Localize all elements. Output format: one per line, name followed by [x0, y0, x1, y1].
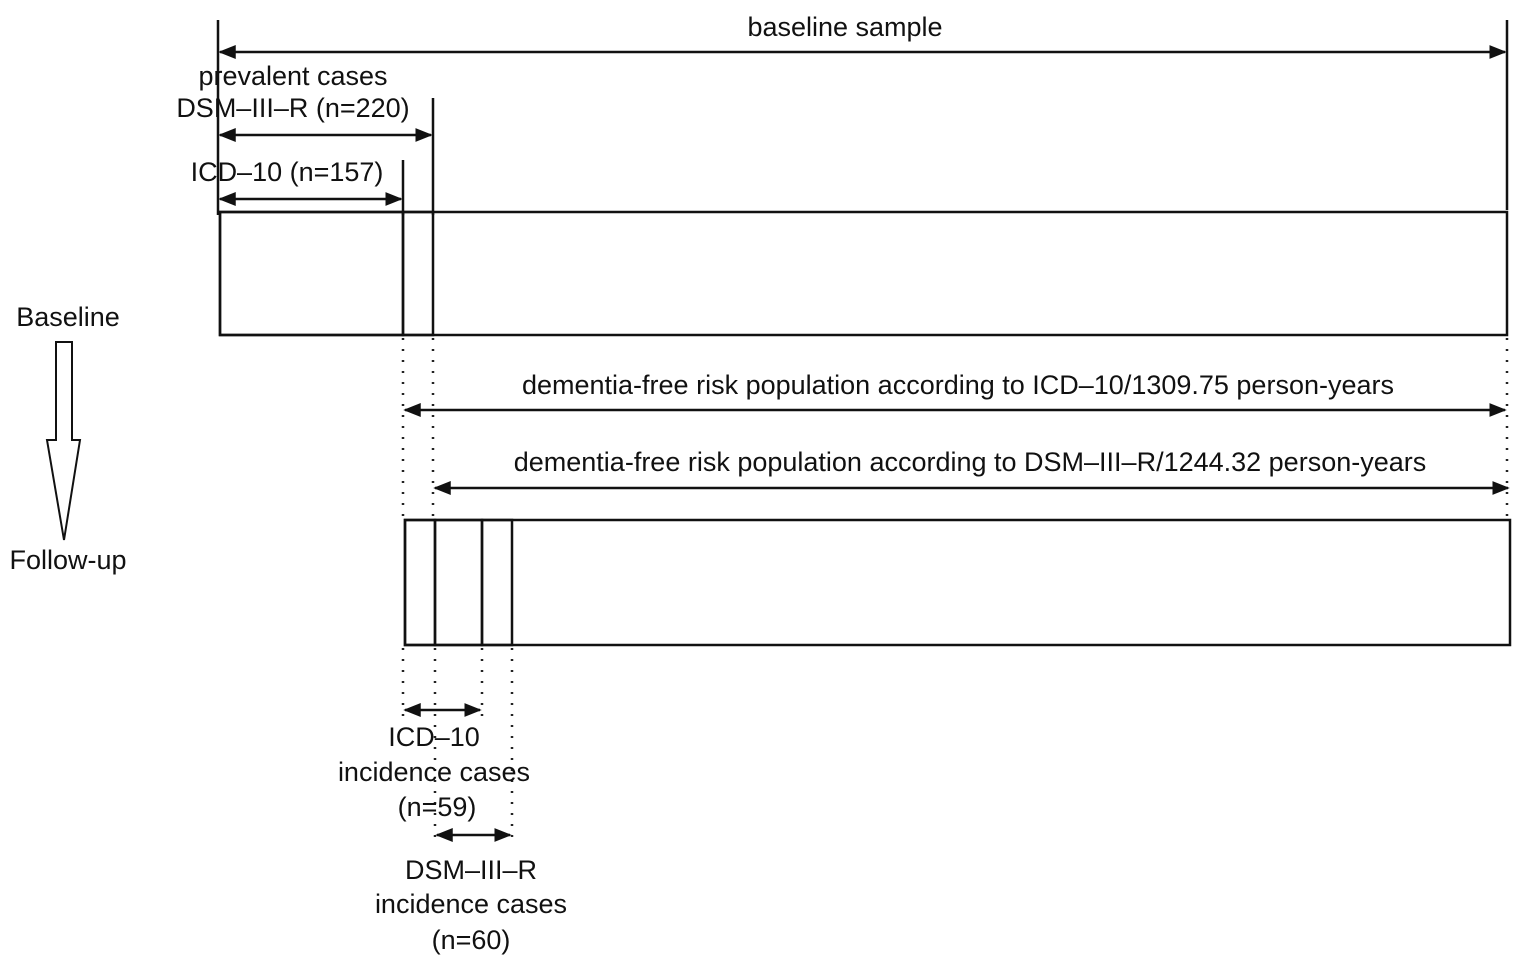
baseline-bar [218, 210, 1509, 337]
follow-up-bar [403, 518, 1512, 647]
prevalent-icd-label: ICD–10 (n=157) [191, 157, 384, 187]
incidence-segment-3 [480, 518, 514, 647]
icd-incidence-label-1: ICD–10 [388, 722, 480, 752]
prevalent-cases-label: prevalent cases [198, 61, 387, 91]
baseline-label: Baseline [16, 302, 120, 332]
risk-icd-label: dementia-free risk population according … [522, 370, 1394, 400]
risk-dsm-label: dementia-free risk population according … [514, 447, 1427, 477]
incidence-segment-2 [433, 518, 484, 647]
dsm-incidence-label-2: incidence cases [375, 889, 567, 919]
follow-up-label: Follow-up [9, 545, 126, 575]
prevalent-dsm-label: DSM–III–R (n=220) [176, 93, 409, 123]
dsm-incidence-label-1: DSM–III–R [405, 855, 537, 885]
incidence-segment-1 [403, 518, 437, 647]
down-arrow-icon [45, 341, 82, 541]
dsm-only-prevalent-segment [401, 210, 435, 337]
baseline-sample-label: baseline sample [747, 12, 942, 42]
icd-prevalent-segment [218, 210, 405, 337]
icd-incidence-count: (n=59) [398, 792, 477, 822]
dsm-incidence-count: (n=60) [432, 925, 511, 955]
icd-incidence-label-2: incidence cases [338, 757, 530, 787]
